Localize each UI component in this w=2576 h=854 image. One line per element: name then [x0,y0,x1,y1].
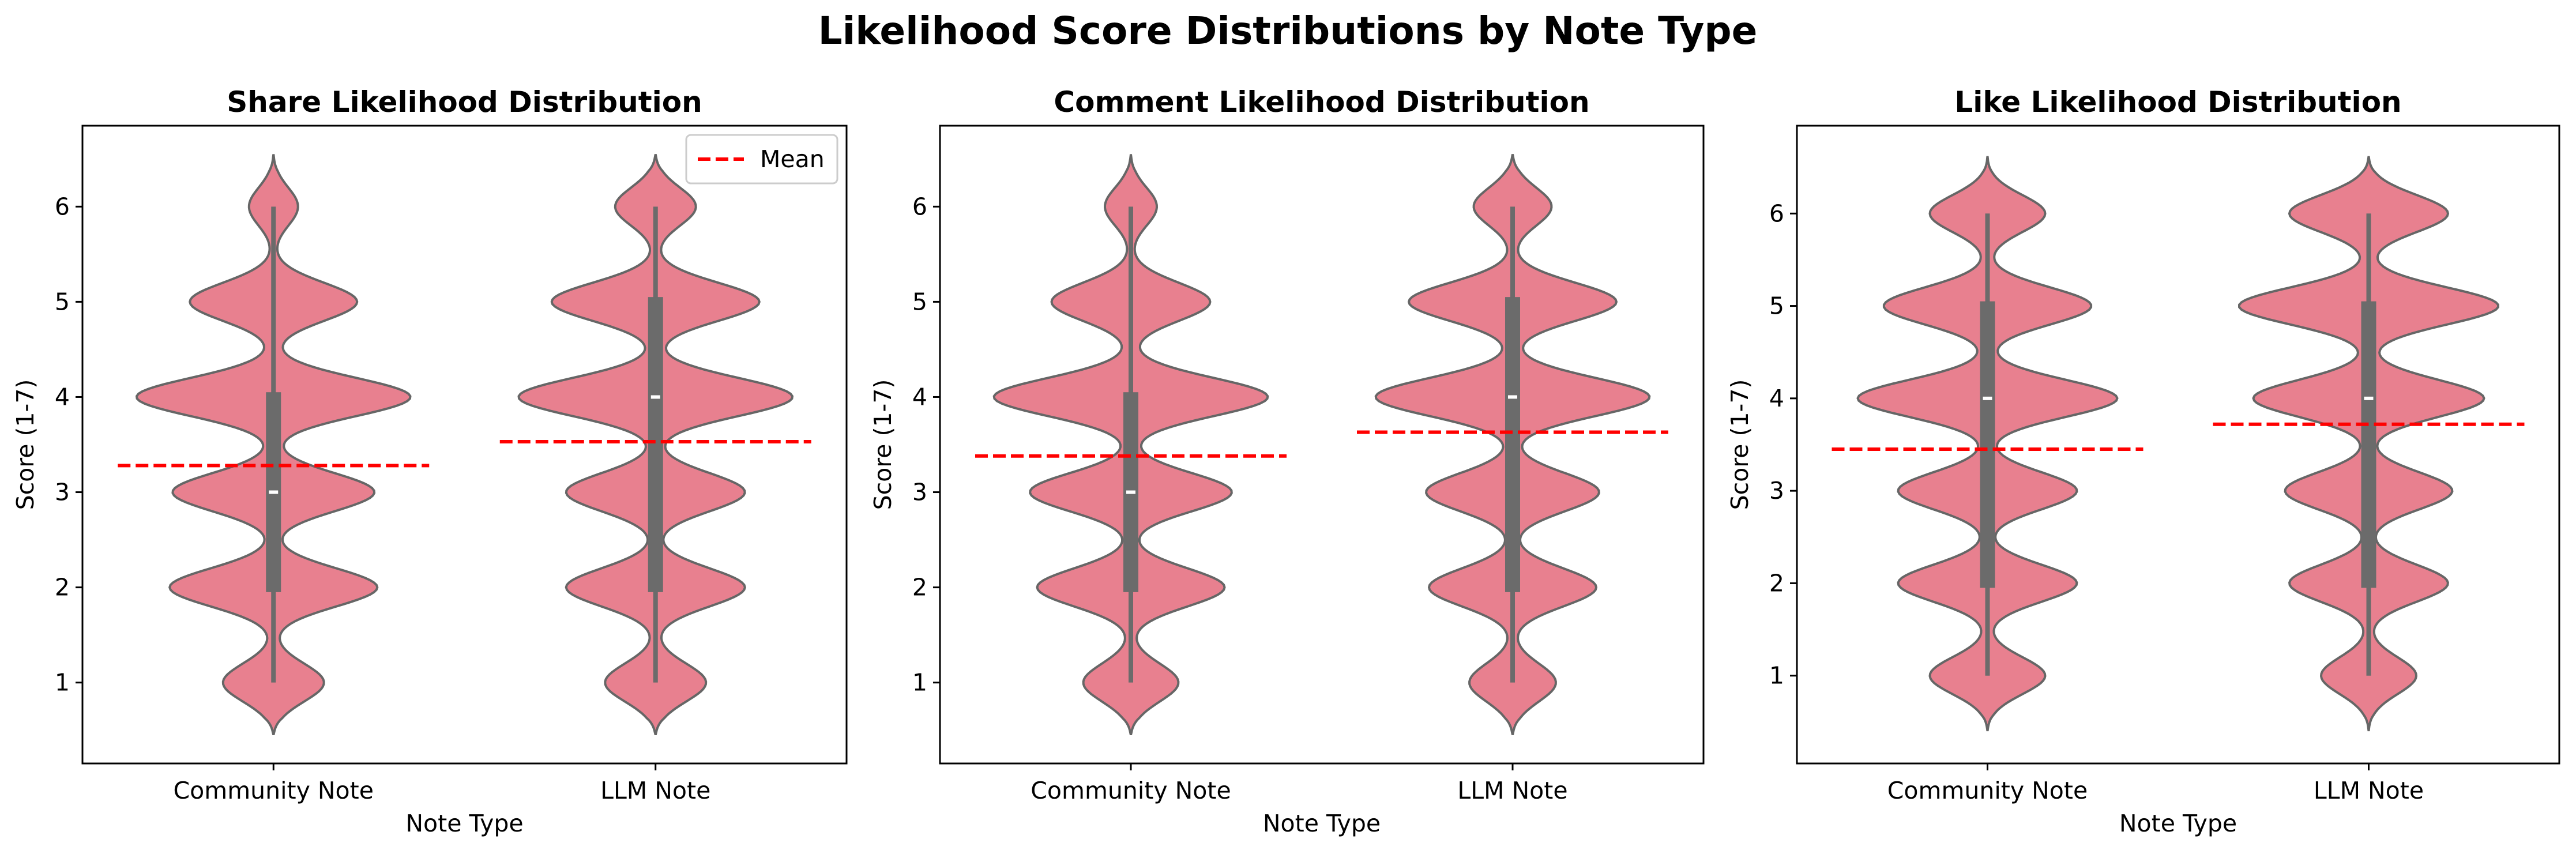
violin-iqr-box [648,297,663,592]
y-tick-label: 6 [1769,200,1784,227]
y-tick-label: 4 [55,383,70,411]
panel-title: Comment Likelihood Distribution [1054,85,1589,119]
x-tick-label: LLM Note [600,777,710,804]
violin-iqr-box [1980,301,1995,588]
x-axis-label: Note Type [1263,810,1381,837]
x-tick-label: LLM Note [2314,777,2424,804]
y-tick-label: 2 [1769,569,1784,597]
panel-title: Share Likelihood Distribution [227,85,702,119]
y-axis-label: Score (1-7) [1726,379,1754,510]
chart-panel-3: Like Likelihood Distribution 1 2 3 4 5 6 Commun… [1726,85,2560,837]
y-axis-label: Score (1-7) [869,379,897,510]
legend-box [685,134,838,185]
x-axis-label: Note Type [2119,810,2237,837]
x-axis-label: Note Type [405,810,523,837]
y-tick-label: 6 [55,193,70,220]
legend-label: Mean [760,145,825,173]
y-tick-label: 4 [912,383,927,411]
y-tick-label: 4 [1769,385,1784,412]
y-tick-label: 5 [1769,292,1784,320]
axes-frame [939,125,1705,765]
panels: Share Likelihood Distribution 1 2 3 4 5 6 Commu… [12,85,2560,837]
y-tick-label: 3 [1769,477,1784,505]
legend: Mean [685,134,838,185]
y-tick-label: 3 [912,479,927,506]
x-tick-label: Community Note [1031,777,1231,804]
chart-panel-1: Share Likelihood Distribution 1 2 3 4 5 6 Commu… [12,85,848,837]
x-tick-label: Community Note [174,777,374,804]
violin-iqr-box [1505,297,1520,592]
y-tick-label: 2 [55,574,70,601]
x-tick-label: LLM Note [1457,777,1567,804]
y-tick-label: 2 [912,574,927,601]
y-tick-label: 6 [912,193,927,220]
x-tick-label: Community Note [1887,777,2088,804]
y-tick-label: 3 [55,479,70,506]
axes-frame [81,125,848,765]
y-tick-label: 1 [1769,662,1784,690]
y-tick-label: 5 [55,288,70,315]
y-tick-label: 5 [912,288,927,315]
y-tick-label: 1 [55,669,70,697]
y-tick-label: 1 [912,669,927,697]
violin-iqr-box [2361,301,2376,588]
panel-title: Like Likelihood Distribution [1954,85,2401,119]
chart-panel-2: Comment Likelihood Distribution 1 2 3 4 5 6 Com… [869,85,1705,837]
axes-frame [1796,125,2560,765]
figure-title: Likelihood Score Distributions by Note T… [818,9,1758,53]
y-axis-label: Score (1-7) [12,379,39,510]
